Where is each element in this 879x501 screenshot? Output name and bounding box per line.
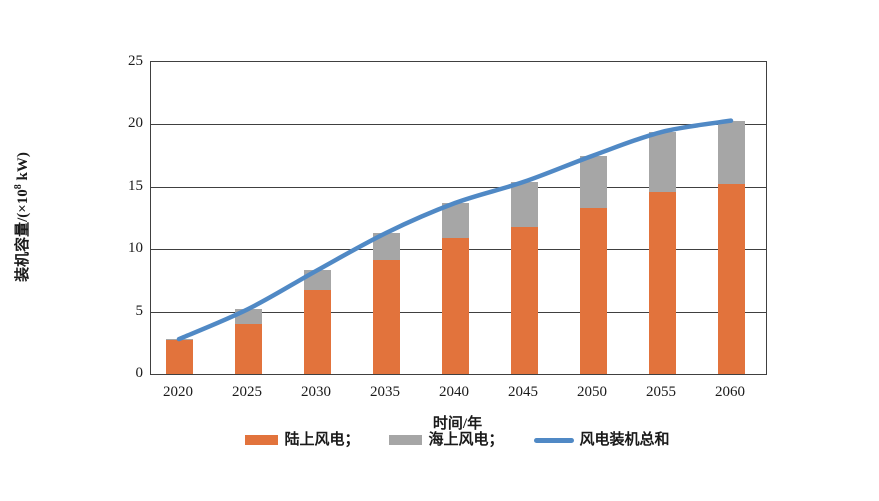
legend: 陆上风电； 海上风电； 风电装机总和: [150, 431, 765, 449]
bar-海上风电-2050: [579, 155, 607, 209]
y-tick-label-25: 25: [128, 53, 143, 69]
y-tick-label-10: 10: [128, 240, 143, 257]
legend-label-1: 海上风电；: [428, 432, 504, 448]
bar-陆上风电-2020: [165, 340, 193, 374]
x-tick-label-2045: 2045: [508, 384, 538, 400]
legend-line-swatch-icon: [533, 437, 574, 443]
legend-item-0: 陆上风电；: [245, 431, 359, 449]
x-tick-label-2040: 2040: [439, 384, 469, 400]
bar-陆上风电-2055: [648, 191, 676, 374]
plot-area: [150, 61, 767, 375]
x-tick-label-2060: 2060: [715, 384, 745, 400]
bar-group-2035: [372, 62, 400, 374]
bar-group-2050: [579, 62, 607, 374]
bar-陆上风电-2040: [441, 237, 469, 374]
x-tick-label-2035: 2035: [370, 384, 400, 400]
legend-bar-swatch-icon: [245, 435, 279, 445]
y-axis-title-superscript: 8: [13, 184, 24, 190]
legend-label-2: 风电装机总和: [579, 432, 670, 448]
x-tick-label-2050: 2050: [577, 384, 607, 400]
x-tick-label-2025: 2025: [232, 384, 262, 400]
bar-海上风电-2055: [648, 131, 676, 192]
bar-海上风电-2045: [510, 181, 538, 227]
y-tick-label-5: 5: [135, 302, 144, 319]
y-tick-label-15: 15: [128, 177, 143, 194]
bar-group-2045: [510, 62, 538, 374]
y-tick-label-0: 0: [135, 365, 144, 381]
bar-group-2025: [234, 62, 262, 374]
bar-海上风电-2060: [717, 120, 745, 185]
legend-bar-swatch-icon: [389, 435, 423, 445]
legend-item-2: 风电装机总和: [533, 431, 670, 449]
bar-group-2055: [648, 62, 676, 374]
y-tick-label-20: 20: [128, 115, 143, 132]
y-axis-title-prefix: 装机容量/(×10: [15, 189, 31, 282]
bar-陆上风电-2035: [372, 260, 400, 374]
x-axis-title: 时间/年: [432, 416, 483, 432]
bar-陆上风电-2025: [234, 324, 262, 374]
total-line-layer: [176, 118, 734, 342]
y-axis-title-suffix: kW): [15, 152, 31, 185]
legend-label-0: 陆上风电；: [284, 432, 360, 448]
gridline-y-20: [151, 124, 766, 126]
y-axis-title: 装机容量/(×108 kW): [11, 117, 31, 317]
x-tick-label-2030: 2030: [301, 384, 331, 400]
bar-陆上风电-2045: [510, 226, 538, 374]
gridline-y-15: [151, 186, 766, 188]
line-风电装机总和: [176, 118, 734, 342]
legend-item-1: 海上风电；: [389, 431, 504, 449]
x-tick-label-2055: 2055: [646, 384, 676, 400]
bar-陆上风电-2030: [303, 290, 331, 374]
bar-陆上风电-2050: [579, 208, 607, 374]
bar-陆上风电-2060: [717, 184, 745, 374]
x-tick-label-2020: 2020: [163, 384, 193, 400]
bar-group-2060: [717, 62, 745, 374]
